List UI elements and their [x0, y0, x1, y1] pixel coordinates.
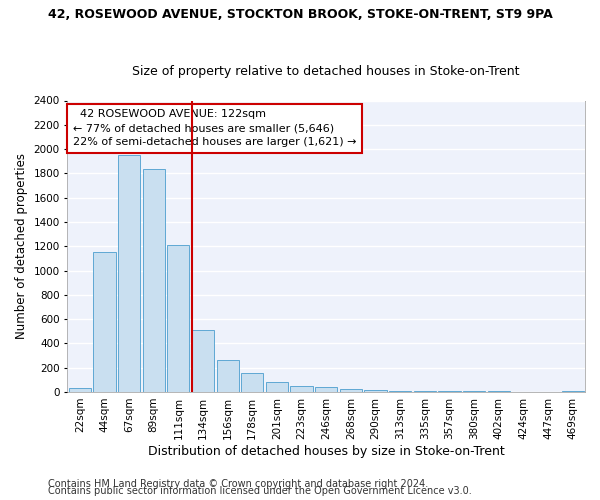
Text: Contains public sector information licensed under the Open Government Licence v3: Contains public sector information licen… [48, 486, 472, 496]
Bar [389, 390, 411, 392]
Text: Contains HM Land Registry data © Crown copyright and database right 2024.: Contains HM Land Registry data © Crown c… [48, 479, 428, 489]
Bar [94, 252, 116, 392]
Bar [315, 387, 337, 392]
Bar [439, 391, 461, 392]
Bar [290, 386, 313, 392]
X-axis label: Distribution of detached houses by size in Stoke-on-Trent: Distribution of detached houses by size … [148, 444, 505, 458]
Title: Size of property relative to detached houses in Stoke-on-Trent: Size of property relative to detached ho… [133, 66, 520, 78]
Bar [68, 388, 91, 392]
Bar [340, 390, 362, 392]
Y-axis label: Number of detached properties: Number of detached properties [15, 153, 28, 339]
Bar [414, 391, 436, 392]
Bar [217, 360, 239, 392]
Bar [167, 245, 190, 392]
Bar [364, 390, 386, 392]
Bar [143, 168, 165, 392]
Bar [266, 382, 288, 392]
Text: 42, ROSEWOOD AVENUE, STOCKTON BROOK, STOKE-ON-TRENT, ST9 9PA: 42, ROSEWOOD AVENUE, STOCKTON BROOK, STO… [47, 8, 553, 20]
Bar [192, 330, 214, 392]
Text: 42 ROSEWOOD AVENUE: 122sqm
← 77% of detached houses are smaller (5,646)
22% of s: 42 ROSEWOOD AVENUE: 122sqm ← 77% of deta… [73, 109, 356, 147]
Bar [241, 373, 263, 392]
Bar [118, 155, 140, 392]
